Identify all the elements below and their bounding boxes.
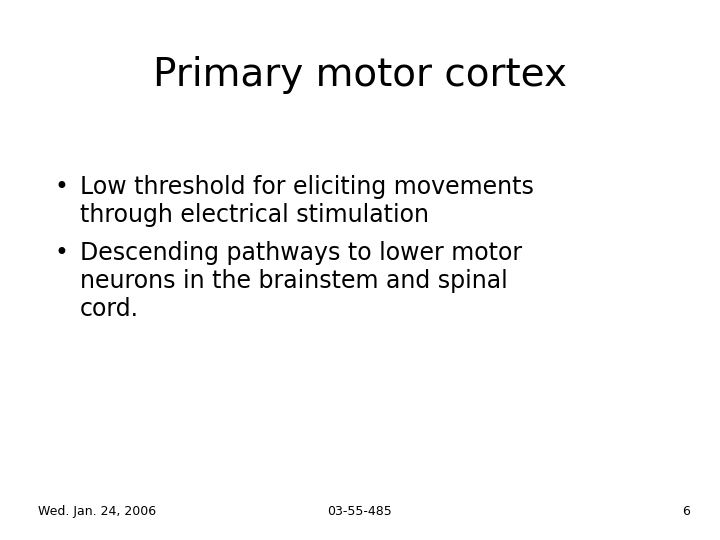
Text: Wed. Jan. 24, 2006: Wed. Jan. 24, 2006 <box>38 505 156 518</box>
Text: through electrical stimulation: through electrical stimulation <box>80 203 429 227</box>
Text: Descending pathways to lower motor: Descending pathways to lower motor <box>80 241 522 265</box>
Text: neurons in the brainstem and spinal: neurons in the brainstem and spinal <box>80 269 508 293</box>
Text: cord.: cord. <box>80 297 139 321</box>
Text: •: • <box>55 241 69 265</box>
Text: •: • <box>55 175 69 199</box>
Text: Primary motor cortex: Primary motor cortex <box>153 56 567 94</box>
Text: 03-55-485: 03-55-485 <box>328 505 392 518</box>
Text: 6: 6 <box>682 505 690 518</box>
Text: Low threshold for eliciting movements: Low threshold for eliciting movements <box>80 175 534 199</box>
